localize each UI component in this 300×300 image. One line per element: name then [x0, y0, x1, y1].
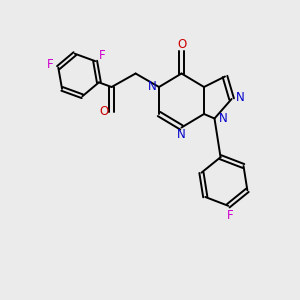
- Text: N: N: [218, 112, 227, 125]
- Text: N: N: [236, 91, 244, 104]
- Text: O: O: [100, 105, 109, 118]
- Text: O: O: [177, 38, 186, 51]
- Text: F: F: [99, 49, 105, 62]
- Text: F: F: [46, 58, 53, 71]
- Text: N: N: [177, 128, 186, 141]
- Text: N: N: [148, 80, 157, 93]
- Text: F: F: [226, 209, 233, 222]
